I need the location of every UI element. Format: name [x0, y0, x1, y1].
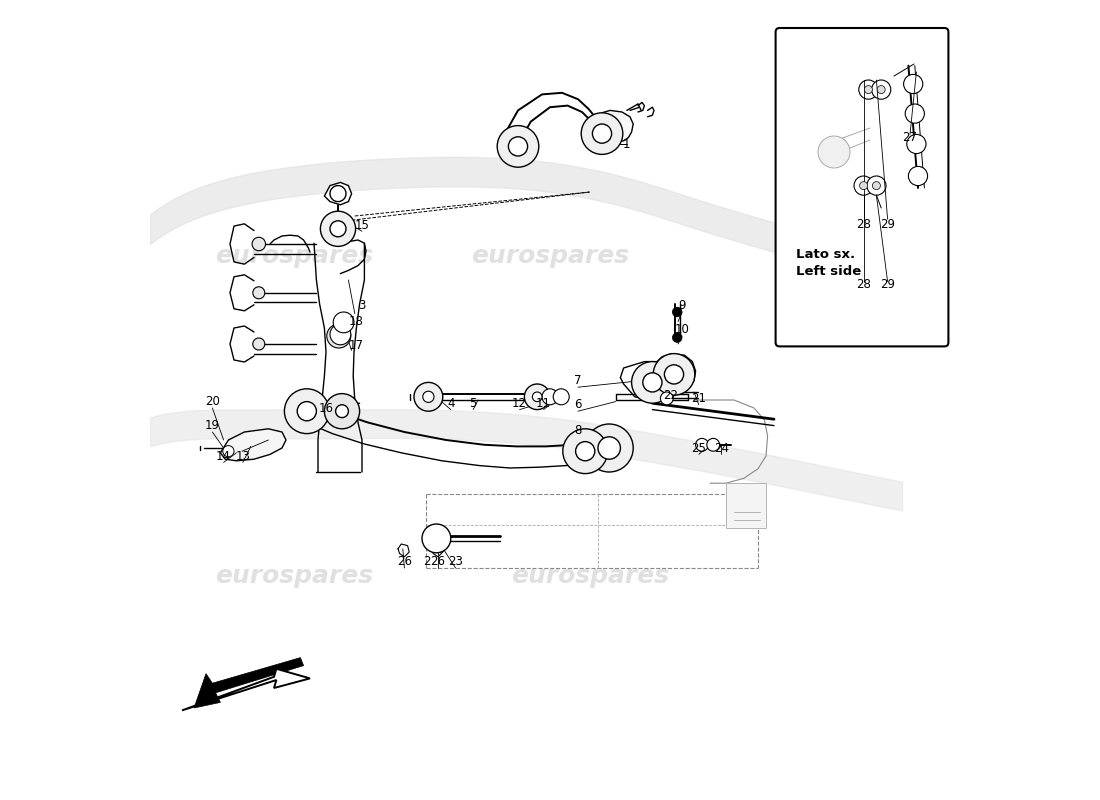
Circle shape — [593, 124, 612, 143]
Circle shape — [553, 389, 569, 405]
Text: 7: 7 — [574, 374, 582, 387]
Circle shape — [532, 392, 542, 402]
Circle shape — [285, 389, 329, 434]
Text: 17: 17 — [349, 339, 364, 352]
Text: 28: 28 — [856, 218, 871, 230]
Text: eurospares: eurospares — [214, 564, 373, 588]
Text: 3: 3 — [359, 299, 365, 312]
Circle shape — [660, 392, 673, 405]
Circle shape — [865, 86, 872, 94]
Circle shape — [330, 221, 346, 237]
Polygon shape — [194, 658, 304, 708]
Circle shape — [598, 437, 620, 459]
Text: 5: 5 — [470, 397, 477, 410]
Text: 28: 28 — [856, 278, 871, 291]
Text: 10: 10 — [674, 323, 690, 336]
Text: eurospares: eurospares — [510, 564, 669, 588]
Polygon shape — [726, 483, 766, 528]
Circle shape — [872, 182, 880, 190]
Text: 16: 16 — [319, 402, 333, 414]
Text: 8: 8 — [574, 424, 582, 437]
Text: eurospares: eurospares — [471, 244, 629, 268]
Circle shape — [575, 442, 595, 461]
Circle shape — [903, 74, 923, 94]
FancyBboxPatch shape — [776, 28, 948, 346]
Text: 13: 13 — [235, 450, 250, 462]
Text: 23: 23 — [448, 555, 463, 568]
Circle shape — [707, 438, 719, 451]
Circle shape — [414, 382, 443, 411]
Circle shape — [336, 405, 349, 418]
Circle shape — [909, 166, 927, 186]
Text: 12: 12 — [513, 397, 527, 410]
Circle shape — [905, 104, 924, 123]
Text: 24: 24 — [714, 442, 728, 454]
Circle shape — [695, 438, 708, 451]
Text: 22: 22 — [663, 389, 679, 402]
Circle shape — [333, 312, 354, 333]
Circle shape — [581, 113, 623, 154]
Text: 15: 15 — [354, 219, 370, 232]
Circle shape — [497, 126, 539, 167]
Circle shape — [525, 384, 550, 410]
Circle shape — [327, 324, 351, 348]
Text: 25: 25 — [692, 442, 706, 454]
Text: 20: 20 — [205, 395, 220, 408]
Circle shape — [642, 373, 662, 392]
Text: 29: 29 — [880, 218, 895, 230]
Circle shape — [223, 446, 234, 457]
Text: 18: 18 — [349, 315, 364, 328]
Circle shape — [324, 394, 360, 429]
Text: 4: 4 — [447, 397, 454, 410]
Text: 11: 11 — [536, 397, 551, 410]
Polygon shape — [220, 429, 286, 461]
Text: 2: 2 — [424, 555, 430, 568]
Polygon shape — [324, 182, 352, 205]
Circle shape — [867, 176, 886, 195]
Text: 26: 26 — [430, 555, 446, 568]
Circle shape — [297, 402, 317, 421]
Text: Lato sx.
Left side: Lato sx. Left side — [795, 249, 861, 278]
Circle shape — [508, 137, 528, 156]
Text: 1: 1 — [623, 138, 630, 150]
Text: 6: 6 — [574, 398, 582, 411]
Circle shape — [585, 424, 634, 472]
Circle shape — [672, 307, 682, 317]
Circle shape — [330, 324, 351, 345]
Circle shape — [422, 524, 451, 553]
Circle shape — [672, 333, 682, 342]
Circle shape — [563, 429, 607, 474]
Circle shape — [818, 136, 850, 168]
Text: 9: 9 — [679, 299, 685, 312]
Text: 27: 27 — [902, 131, 917, 144]
Circle shape — [253, 286, 265, 299]
Polygon shape — [602, 110, 634, 144]
Circle shape — [422, 391, 435, 402]
Circle shape — [859, 80, 878, 99]
Circle shape — [653, 354, 695, 395]
Circle shape — [854, 176, 873, 195]
Circle shape — [906, 134, 926, 154]
Circle shape — [542, 389, 558, 405]
Circle shape — [877, 86, 886, 94]
Circle shape — [631, 362, 673, 403]
Circle shape — [253, 338, 265, 350]
Text: 19: 19 — [205, 419, 220, 432]
Circle shape — [859, 182, 868, 190]
Text: 14: 14 — [216, 450, 231, 462]
Polygon shape — [182, 669, 310, 710]
Text: eurospares: eurospares — [214, 244, 373, 268]
Circle shape — [252, 238, 265, 250]
Circle shape — [320, 211, 355, 246]
Circle shape — [871, 80, 891, 99]
Text: 21: 21 — [691, 392, 706, 405]
Text: 26: 26 — [397, 555, 411, 568]
Text: 29: 29 — [880, 278, 895, 291]
Circle shape — [664, 365, 683, 384]
